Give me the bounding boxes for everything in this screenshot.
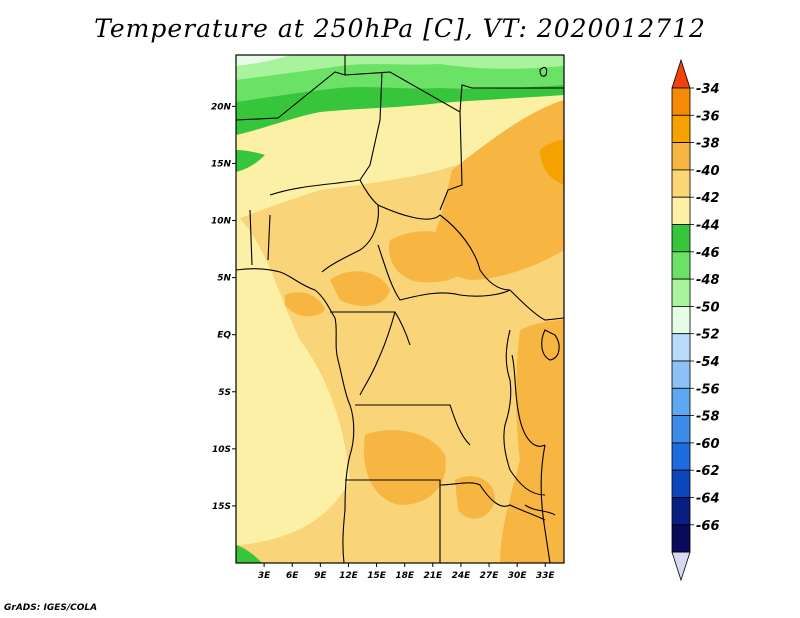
colorbar-segment [671, 305, 691, 335]
colorbar-segment [671, 469, 691, 498]
lat-tick-label: 20N [211, 102, 232, 112]
lake-tanganyika [511, 354, 546, 447]
political-boundaries [236, 55, 564, 563]
colorbar-label: -46 [696, 246, 720, 261]
lat-tick-label: EQ [217, 331, 231, 341]
boundary-togo [249, 209, 253, 266]
boundary-nigeria [269, 179, 379, 273]
field-band-36 [540, 140, 564, 185]
colorbar-segment [671, 196, 691, 225]
lon-tick-label: 24E [452, 571, 472, 581]
map-title: Temperature at 250hPa [C], VT: 202001271… [94, 14, 706, 43]
colorbar-segment [671, 387, 691, 416]
colorbar-label: -56 [696, 382, 720, 397]
boundary-car-north [377, 204, 511, 291]
colorbar-top-triangle [671, 58, 691, 89]
field-band-48 [236, 55, 564, 80]
boundary-angola-south [345, 479, 441, 563]
colorbar-label: -48 [696, 273, 720, 288]
boundary-mozambique [540, 444, 551, 563]
colorbar-segment [671, 169, 691, 198]
boundary-north-west [236, 55, 346, 121]
field-band-38-southeast [500, 320, 564, 563]
colorbar-label: -62 [696, 464, 720, 479]
colorbar-bottom-triangle [671, 551, 691, 582]
colorbar-segment [671, 442, 691, 471]
colorbar-segment [671, 333, 691, 362]
field-band-38-central [389, 231, 471, 283]
lon-tick-label: 15E [367, 571, 387, 581]
colorbar: -34 -36 -38 -40 -42 -44 -46 -48 -50 -52 -54 -56 -58 -… [671, 58, 720, 582]
lat-tick-label: 10N [211, 217, 232, 227]
colorbar-segment [671, 251, 691, 280]
colorbar-label: -38 [696, 137, 720, 152]
lon-tick-label: 18E [395, 571, 415, 581]
colorbar-label: -66 [696, 519, 720, 534]
lon-tick-label: 12E [339, 571, 359, 581]
colorbar-segment [671, 360, 691, 389]
boundary-car-south [377, 244, 511, 301]
lon-tick-label: 6E [286, 571, 299, 581]
colorbar-label: -44 [696, 219, 720, 234]
colorbar-segment [671, 114, 691, 144]
latitude-axis: 20N 15N 10N 5N EQ 5S 10S 15S [211, 102, 236, 512]
lat-tick-label: 15S [212, 502, 231, 512]
boundary-congo [359, 311, 396, 396]
field-band-38-south [364, 430, 446, 505]
colorbar-segment [671, 142, 691, 171]
lon-tick-label: 30E [508, 571, 528, 581]
lon-tick-label: 21E [423, 571, 443, 581]
boundary-sudan [509, 289, 564, 321]
lat-tick-label: 10S [212, 445, 231, 455]
colorbar-segment [671, 524, 691, 553]
colorbar-segment [671, 415, 691, 444]
colorbar-label: -34 [696, 82, 720, 97]
lat-tick-label: 15N [211, 159, 232, 169]
colorbar-label: -60 [696, 437, 720, 452]
field-band-38-coast [285, 292, 325, 317]
colorbar-label: -40 [696, 164, 720, 179]
lon-tick-label: 27E [480, 571, 500, 581]
colorbar-label: -58 [696, 410, 720, 425]
colorbar-segment [671, 87, 691, 116]
coastline [236, 268, 355, 563]
field-band-42-north [236, 85, 564, 220]
field-band-42-west [236, 215, 350, 545]
boundary-zambia [439, 482, 546, 521]
coast-northeast [539, 66, 548, 77]
boundary-angola-north [355, 404, 471, 446]
boundary-chad-east [439, 111, 463, 211]
boundary-drc-east [503, 329, 512, 471]
field-band-38-gulf [330, 271, 390, 306]
field-band-38-south2 [455, 476, 495, 519]
lon-tick-label: 33E [536, 571, 556, 581]
colorbar-label: -52 [696, 328, 720, 343]
longitude-axis: 3E 6E 9E 12E 15E 18E 21E 24E 27E 30E 33E [258, 563, 556, 581]
temperature-field [236, 55, 564, 563]
field-band-44-wedge [236, 150, 265, 172]
field-band-38-east [434, 100, 564, 280]
colorbar-segment [671, 497, 691, 526]
lon-tick-label: 9E [314, 571, 327, 581]
lake-kariba [524, 504, 556, 516]
boundary-niger-west [359, 71, 383, 181]
colorbar-label: -42 [696, 191, 720, 206]
field-band-44-southwest [236, 545, 262, 563]
lat-tick-label: 5S [218, 388, 231, 398]
grads-credit: GrADS: IGES/COLA [4, 603, 98, 613]
boundary-benin [267, 214, 271, 261]
boundary-malawi [509, 469, 546, 496]
colorbar-label: -50 [696, 300, 720, 315]
colorbar-label: -64 [696, 492, 720, 507]
lat-tick-label: 5N [217, 274, 231, 284]
colorbar-label: -54 [696, 355, 720, 370]
colorbar-segment [671, 278, 691, 307]
colorbar-label: -36 [696, 109, 720, 124]
map-frame [235, 54, 565, 564]
lon-tick-label: 3E [258, 571, 271, 581]
lake-victoria [541, 329, 560, 361]
colorbar-segment [671, 224, 691, 253]
field-band-50 [236, 55, 290, 66]
